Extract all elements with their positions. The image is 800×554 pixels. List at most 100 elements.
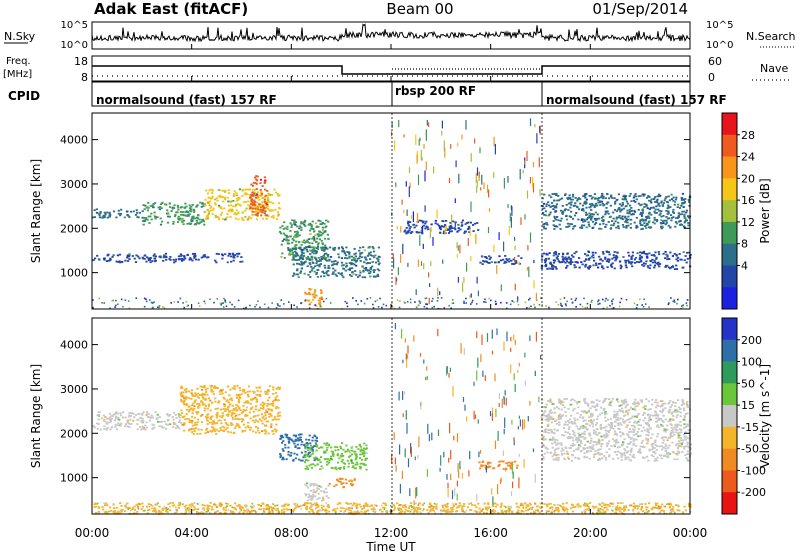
velocity-cell	[573, 399, 576, 402]
power-cell	[321, 232, 325, 235]
velocity-cell	[296, 437, 300, 440]
velocity-cell	[628, 458, 631, 461]
power-cell	[661, 204, 664, 206]
velocity-cell	[270, 408, 273, 411]
velocity-cell	[666, 429, 669, 431]
velocity-cell	[676, 450, 680, 453]
power-cell	[108, 211, 111, 214]
velocity-cell	[629, 453, 632, 456]
power-cell	[244, 192, 247, 195]
velocity-cell	[363, 450, 366, 453]
velocity-cell	[213, 430, 217, 432]
power-cell	[324, 237, 327, 240]
power-cell	[250, 198, 253, 200]
velocity-cell	[145, 414, 148, 417]
power-cell	[323, 264, 326, 267]
power-cell	[172, 222, 175, 225]
power-cell	[647, 226, 651, 229]
power-cell	[619, 267, 622, 270]
power-cell	[548, 194, 551, 197]
velocity-cell	[583, 447, 586, 450]
power-cell	[635, 224, 638, 227]
power-cell	[654, 208, 657, 211]
power-cell	[614, 202, 617, 205]
power-cell	[582, 195, 585, 198]
velocity-cell	[340, 453, 343, 455]
power-cell	[138, 257, 141, 260]
velocity-cell	[278, 414, 281, 417]
velocity-cell	[96, 414, 99, 416]
velocity-cell	[145, 421, 148, 424]
power-noise-cell	[410, 215, 413, 220]
power-noise-cell	[182, 302, 184, 304]
power-cell	[165, 203, 168, 206]
velocity-cell	[553, 440, 556, 443]
power-cell	[472, 230, 475, 232]
power-cell	[556, 225, 559, 228]
power-cell	[305, 248, 308, 251]
power-cell	[594, 197, 597, 200]
power-noise-cell	[636, 304, 639, 306]
velocity-cell	[557, 407, 560, 410]
power-cell	[280, 243, 283, 246]
velocity-cell	[97, 423, 100, 425]
power-cell	[169, 256, 172, 258]
power-cell	[329, 256, 333, 258]
power-cell	[622, 218, 625, 221]
velocity-cell	[652, 455, 655, 458]
power-cell	[648, 220, 651, 223]
power-cell	[559, 228, 562, 230]
power-cell	[319, 258, 322, 261]
power-cell	[325, 219, 328, 222]
velocity-cell	[616, 446, 619, 449]
velocity-cell	[648, 417, 651, 420]
power-cell	[585, 258, 588, 261]
velocity-cell	[216, 413, 219, 416]
power-cell	[604, 256, 607, 259]
power-cell	[665, 253, 668, 256]
power-cell	[97, 212, 101, 215]
velocity-cell	[200, 400, 203, 402]
velocity-cell	[450, 510, 454, 513]
power-cell	[308, 303, 311, 306]
power-noise-cell	[476, 186, 478, 193]
velocity-cell	[554, 442, 557, 444]
power-cell	[305, 258, 308, 261]
power-cell	[628, 195, 631, 197]
power-cell	[255, 188, 258, 190]
power-noise-cell	[611, 303, 614, 305]
velocity-cell	[590, 412, 593, 415]
velocity-cell	[150, 416, 153, 419]
power-cell	[569, 223, 572, 225]
power-cell	[229, 204, 233, 207]
power-cell	[556, 199, 559, 202]
velocity-cell	[324, 451, 327, 453]
velocity-cell	[305, 453, 308, 456]
velocity-cell	[306, 453, 309, 456]
power-cell	[147, 258, 150, 260]
power-noise-cell	[223, 297, 225, 300]
velocity-cell	[657, 417, 660, 420]
power-cell	[221, 257, 224, 260]
velocity-cell	[327, 484, 330, 487]
power-cell	[321, 298, 324, 300]
power-cell	[318, 265, 321, 268]
power-noise-cell	[536, 133, 538, 144]
power-cell	[585, 193, 588, 195]
velocity-cell	[592, 401, 595, 404]
power-cell	[193, 252, 197, 255]
power-cell	[315, 304, 318, 307]
power-cell	[649, 226, 652, 229]
power-noise-cell	[187, 304, 189, 307]
velocity-cell	[587, 404, 590, 406]
power-cell	[311, 227, 314, 230]
power-cell	[639, 251, 642, 254]
power-cell	[295, 240, 298, 243]
power-cell	[304, 292, 307, 295]
velocity-cell	[260, 419, 263, 422]
power-cell	[141, 216, 144, 219]
velocity-cell	[312, 493, 315, 496]
velocity-cell	[190, 397, 193, 400]
power-cell	[255, 183, 258, 185]
velocity-cell	[264, 417, 267, 420]
